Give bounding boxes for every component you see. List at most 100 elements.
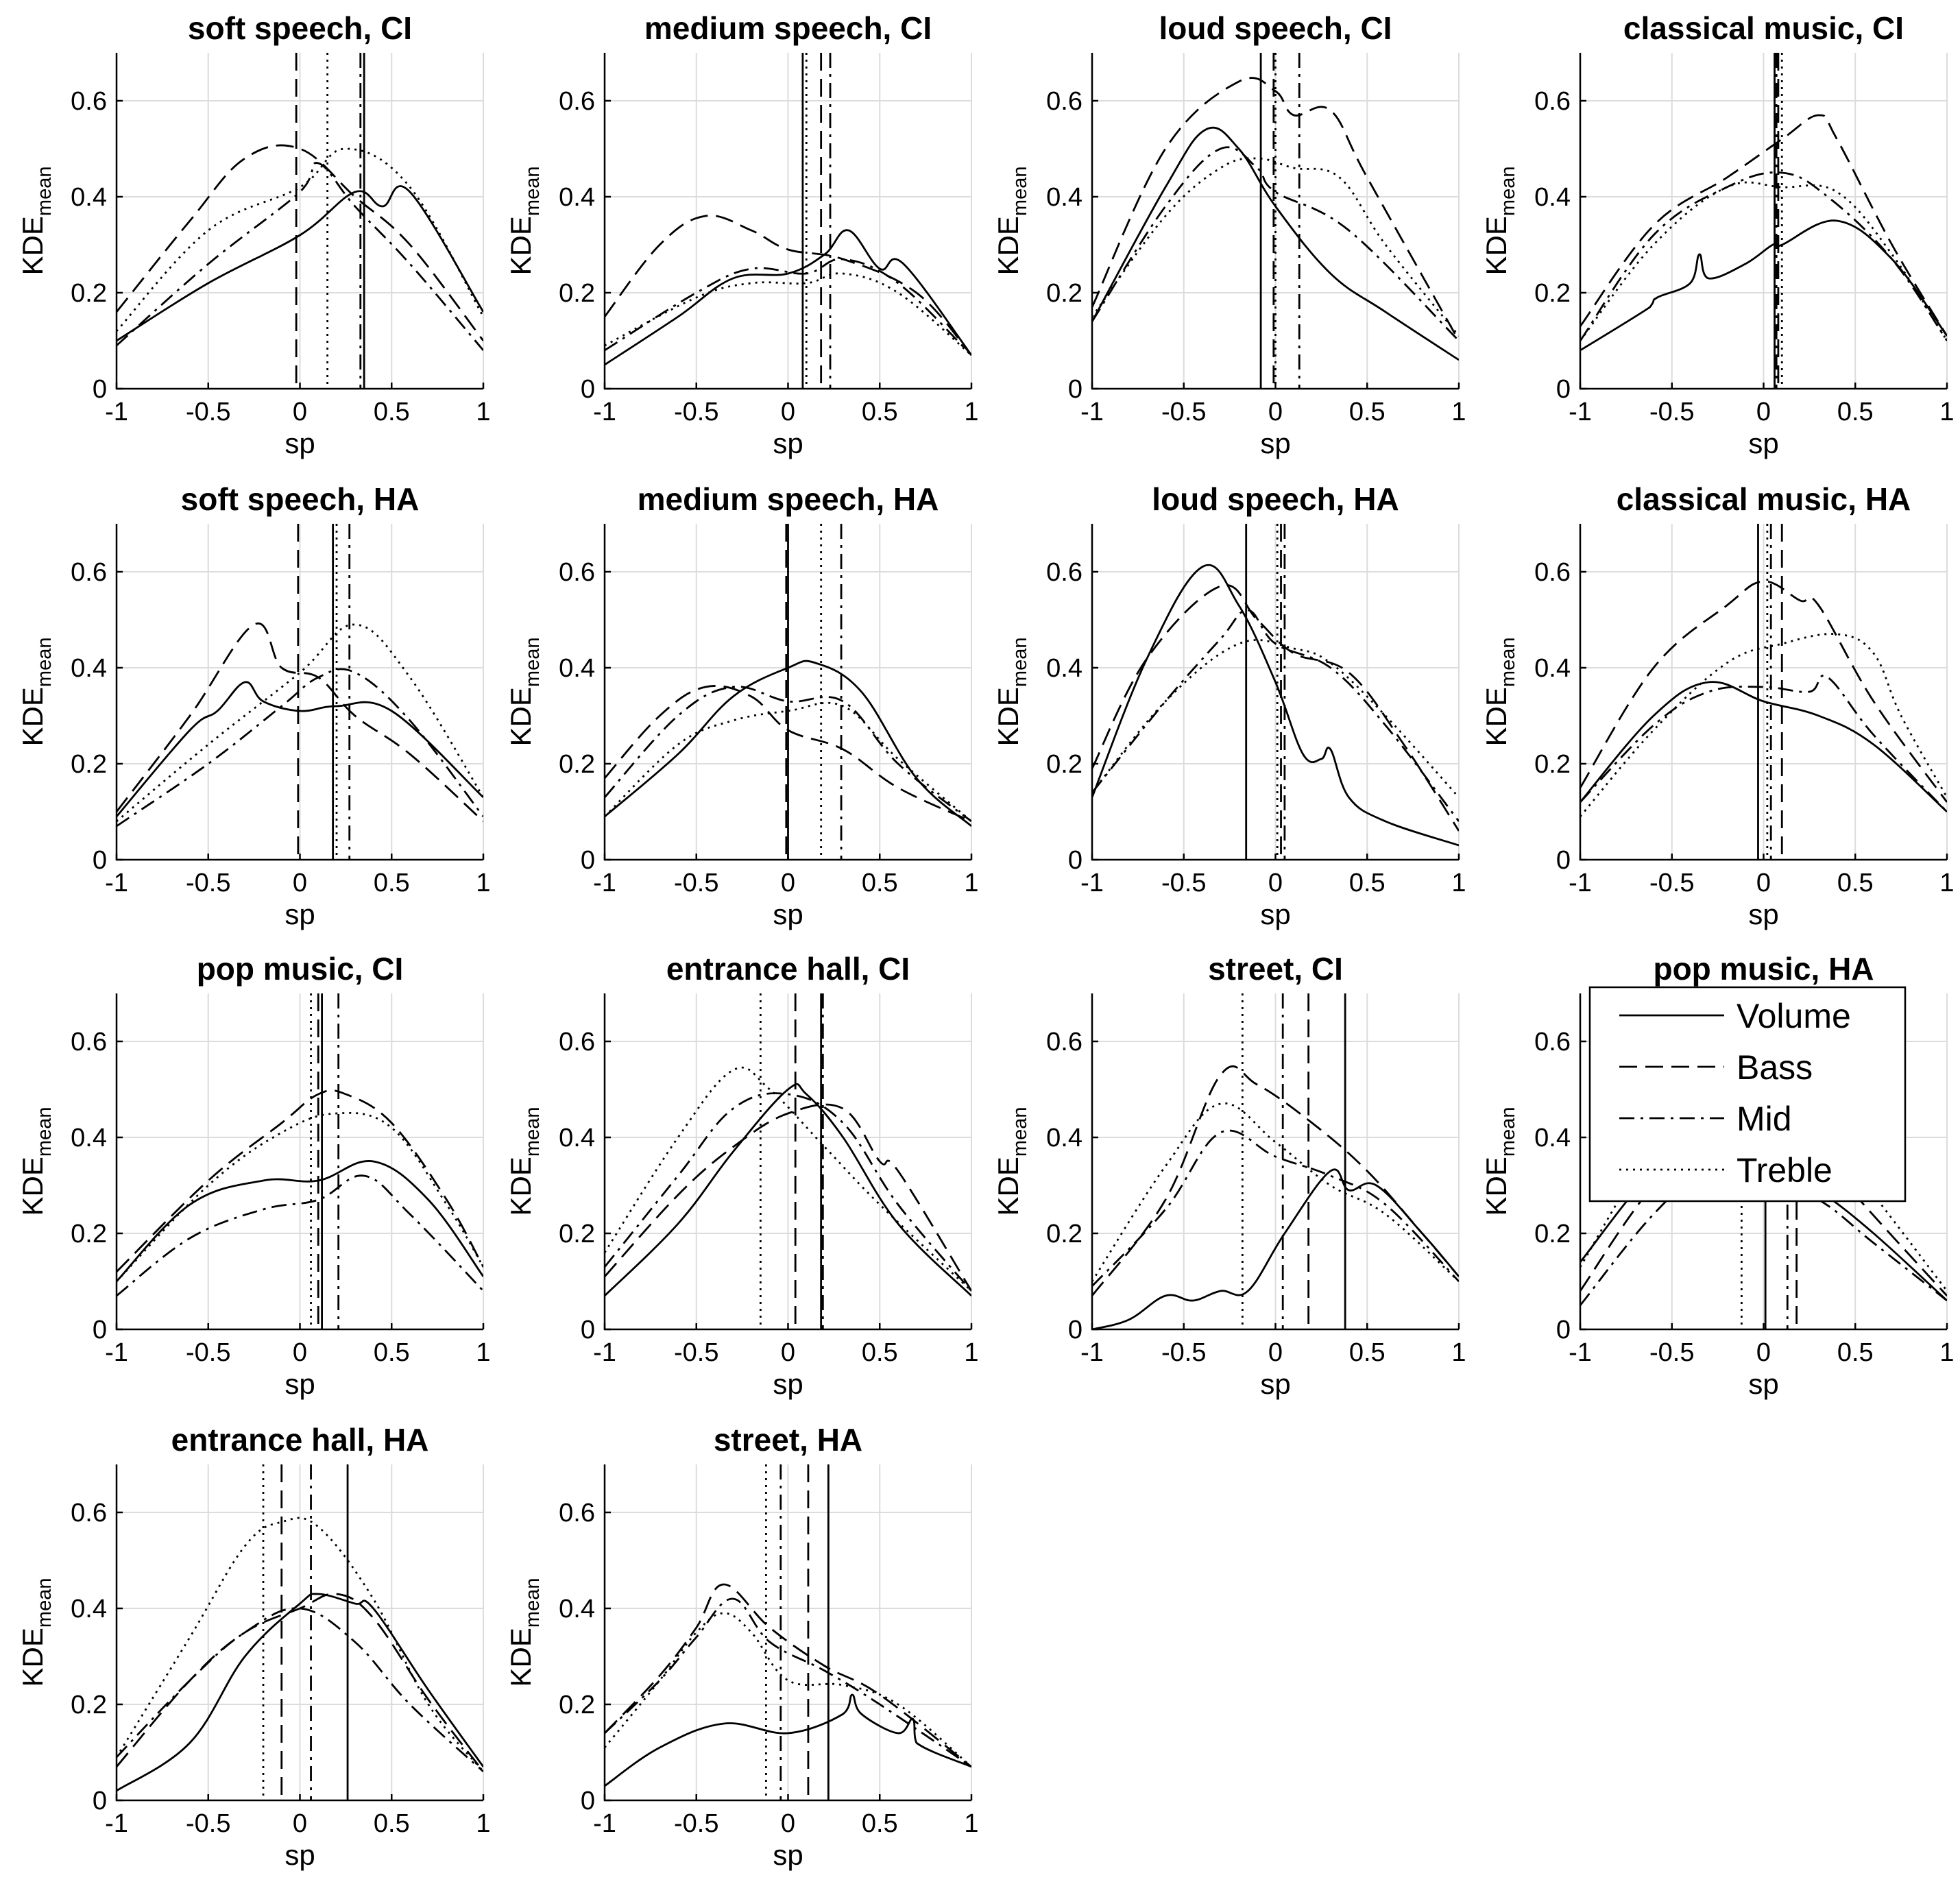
x-axis-label: sp <box>1260 427 1290 459</box>
x-axis-label: sp <box>1748 898 1778 930</box>
y-axis-label: KDEmean <box>992 167 1031 276</box>
y-axis-label: KDEmean <box>1480 167 1519 276</box>
series-bass-curve <box>605 215 971 356</box>
y-tick-label: 0.4 <box>559 183 595 212</box>
x-tick-label: -0.5 <box>1161 869 1206 897</box>
x-tick-label: -1 <box>105 398 128 426</box>
subplot-title: soft speech, HA <box>181 481 420 517</box>
y-tick-label: 0.6 <box>559 87 595 116</box>
y-tick-label: 0.6 <box>71 1028 107 1056</box>
subplot-9: -1 -0.5 0 0.5 1 0 0.2 0.4 0.6 pop music, CI sp KDEm… <box>16 951 491 1400</box>
x-tick-label: 0.5 <box>1349 398 1386 426</box>
x-tick-label: -1 <box>1569 398 1592 426</box>
x-axis-label: sp <box>773 427 803 459</box>
y-axis-label: KDEmean <box>505 167 544 276</box>
x-tick-label: -0.5 <box>674 1338 718 1367</box>
y-tick-label: 0 <box>1556 1316 1571 1344</box>
y-axis-label: KDEmean <box>505 638 544 747</box>
y-axis-label: KDEmean <box>16 1578 56 1687</box>
series-mid-curve <box>117 162 483 351</box>
x-tick-label: 1 <box>964 1809 978 1838</box>
subplot-title: soft speech, CI <box>188 10 412 46</box>
y-tick-label: 0.4 <box>559 1124 595 1152</box>
series-volume-curve <box>117 185 483 342</box>
x-tick-label: -0.5 <box>1649 869 1694 897</box>
legend-label-volume: Volume <box>1737 997 1851 1035</box>
series-treble-curve <box>1092 639 1459 798</box>
subplot-title: classical music, HA <box>1617 481 1911 517</box>
series-bass-curve <box>117 144 483 341</box>
x-tick-label: 1 <box>1939 1338 1954 1367</box>
x-tick-label: -0.5 <box>674 1809 718 1838</box>
x-tick-label: -0.5 <box>186 1809 230 1838</box>
x-tick-label: -1 <box>593 869 616 897</box>
series-mid-curve <box>117 668 483 828</box>
x-tick-label: 0.5 <box>374 869 410 897</box>
y-tick-label: 0.6 <box>559 558 595 587</box>
plot-area <box>1092 53 1459 389</box>
series-treble-curve <box>605 272 971 357</box>
y-tick-label: 0.4 <box>71 1595 107 1623</box>
y-tick-label: 0.2 <box>1534 1220 1571 1248</box>
x-tick-label: -1 <box>1080 1338 1104 1367</box>
series-bass-curve <box>1580 580 1947 803</box>
series-treble-curve <box>1092 157 1459 337</box>
x-tick-label: 0.5 <box>374 1338 410 1367</box>
y-tick-label: 0.6 <box>1534 1028 1571 1056</box>
series-mid-curve <box>605 1092 971 1292</box>
y-axis-label: KDEmean <box>992 638 1031 747</box>
series-bass-curve <box>1092 1065 1459 1296</box>
x-tick-label: 0 <box>1268 1338 1283 1367</box>
y-tick-label: 0.4 <box>71 654 107 683</box>
x-tick-label: -1 <box>1080 398 1104 426</box>
plot-area <box>1092 524 1459 860</box>
x-axis-label: sp <box>773 1368 803 1400</box>
y-tick-label: 0.2 <box>1534 750 1571 779</box>
y-tick-label: 0.6 <box>1046 1028 1082 1056</box>
y-axis-label: KDEmean <box>1480 638 1519 747</box>
series-mid-curve <box>1580 171 1947 341</box>
x-tick-label: 0 <box>781 1338 795 1367</box>
legend-label-treble: Treble <box>1737 1151 1832 1189</box>
y-tick-label: 0 <box>93 1316 107 1344</box>
x-tick-label: -0.5 <box>1649 1338 1694 1367</box>
subplot-title: entrance hall, HA <box>171 1422 429 1458</box>
y-axis-label: KDEmean <box>1480 1107 1519 1216</box>
subplot-title: classical music, CI <box>1623 10 1904 46</box>
x-tick-label: -0.5 <box>186 869 230 897</box>
x-tick-label: 0 <box>1756 398 1771 426</box>
y-tick-label: 0.4 <box>71 1124 107 1152</box>
x-tick-label: -0.5 <box>186 398 230 426</box>
legend: Volume Bass Mid Treble <box>1588 986 1907 1203</box>
y-tick-label: 0.6 <box>1046 558 1082 587</box>
y-tick-label: 0.2 <box>71 1220 107 1248</box>
subplot-8: -1 -0.5 0 0.5 1 0 0.2 0.4 0.6 classical music, HA… <box>1480 481 1955 930</box>
x-tick-label: 1 <box>964 869 978 897</box>
subplot-title: loud speech, HA <box>1152 481 1399 517</box>
x-axis-label: sp <box>773 898 803 930</box>
series-mid-curve <box>605 686 971 823</box>
y-tick-label: 0.4 <box>1046 1124 1082 1152</box>
plot-area <box>605 993 971 1329</box>
x-tick-label: -1 <box>593 1338 616 1367</box>
x-tick-label: 1 <box>476 1338 490 1367</box>
x-tick-label: 0.5 <box>1349 1338 1386 1367</box>
series-mid-curve <box>117 1607 483 1773</box>
legend-box <box>1588 986 1907 1203</box>
subplot-5: -1 -0.5 0 0.5 1 0 0.2 0.4 0.6 soft speech, HA sp KD… <box>16 481 491 930</box>
x-tick-label: 1 <box>1939 869 1954 897</box>
x-tick-label: 0 <box>781 1809 795 1838</box>
series-volume-curve <box>605 1083 971 1297</box>
x-tick-label: -1 <box>105 1809 128 1838</box>
y-tick-label: 0.4 <box>1534 1124 1571 1152</box>
x-tick-label: 1 <box>1451 869 1466 897</box>
y-tick-label: 0.2 <box>559 750 595 779</box>
x-tick-label: 0 <box>1756 869 1771 897</box>
series-bass-curve <box>605 1583 971 1768</box>
subplot-7: -1 -0.5 0 0.5 1 0 0.2 0.4 0.6 loud speech, HA sp KD… <box>992 481 1466 930</box>
plot-area <box>1092 993 1459 1329</box>
x-tick-label: 0 <box>293 1338 307 1367</box>
series-volume-curve <box>1092 126 1459 361</box>
y-tick-label: 0.2 <box>1046 1220 1082 1248</box>
